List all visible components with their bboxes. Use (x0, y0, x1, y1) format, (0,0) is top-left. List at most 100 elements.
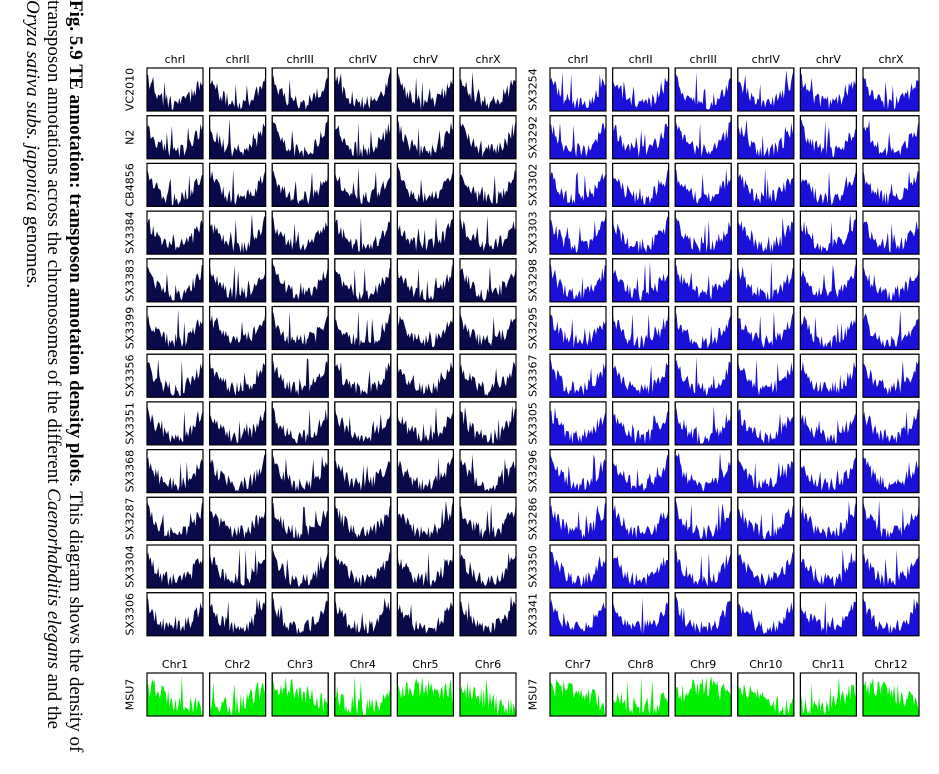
density-plot-sx3383-chriii (271, 258, 329, 303)
density-area (612, 597, 669, 636)
density-plot-sx3254-chriv (737, 67, 795, 112)
density-area (550, 71, 606, 111)
density-area (209, 213, 266, 255)
column-label-chr1: Chr1 (162, 658, 188, 671)
density-area (550, 314, 606, 350)
density-plot-sx3254-chrv (799, 67, 857, 112)
density-plot-sx3351-chriii (271, 401, 329, 446)
density-plot-sx3368-chrx (459, 449, 517, 494)
density-plot-sx3384-chrv (396, 210, 454, 255)
density-area (550, 407, 606, 445)
density-area (800, 361, 857, 398)
density-area (147, 357, 203, 398)
density-area (334, 404, 391, 445)
density-area (272, 216, 329, 255)
density-area (800, 312, 857, 350)
row-label-sx3304: SX3304 (124, 545, 137, 588)
density-area (460, 405, 516, 445)
density-plot-sx3296-chrv (799, 449, 857, 494)
density-plot-sx3302-chrx (862, 162, 920, 207)
density-plot-sx3367-chrv (799, 353, 857, 398)
density-plot-sx3298-chrx (862, 258, 920, 303)
column-label-chr2: Chr2 (225, 658, 251, 671)
density-plot-n2-chri (146, 115, 204, 160)
density-plot-sx3302-chriii (674, 162, 732, 207)
density-area (147, 675, 203, 716)
column-label-chr12: Chr12 (874, 658, 907, 671)
density-plot-sx3356-chrx (459, 353, 517, 398)
density-plot-sx3384-chriii (271, 210, 329, 255)
density-plot-sx3341-chriv (737, 592, 795, 637)
density-area (675, 72, 732, 111)
density-area (209, 454, 266, 493)
density-area (334, 676, 391, 716)
density-plot-sx3286-chriii (674, 496, 732, 541)
density-area (550, 213, 606, 255)
density-plot-sx3287-chriv (334, 496, 392, 541)
density-area (397, 406, 454, 445)
density-plot-msu7-chr9 (674, 672, 732, 717)
density-plot-sx3304-chrv (396, 544, 454, 589)
density-area (460, 500, 516, 541)
density-area (209, 548, 266, 588)
density-plot-n2-chriii (271, 115, 329, 160)
column-label-chr6: Chr6 (475, 658, 501, 671)
density-area (737, 168, 794, 207)
density-area (209, 262, 266, 302)
density-area (675, 356, 732, 398)
row-label-sx3254: SX3254 (527, 68, 540, 111)
density-area (675, 262, 732, 302)
row-label-sx3292: SX3292 (527, 116, 540, 159)
density-area (737, 215, 794, 255)
density-area (550, 357, 606, 398)
density-area (272, 170, 329, 207)
row-label-sx3350: SX3350 (527, 545, 540, 588)
density-area (397, 165, 454, 207)
density-plot-sx3351-chri (146, 401, 204, 446)
density-area (675, 596, 732, 636)
density-plot-sx3302-chrii (612, 162, 670, 207)
density-plot-sx3306-chrx (459, 592, 517, 637)
density-area (675, 312, 732, 350)
density-plot-sx3399-chriv (334, 305, 392, 351)
density-plot-sx3296-chriii (674, 449, 732, 494)
density-plot-sx3304-chriii (271, 544, 329, 589)
density-plot-cb4856-chriii (271, 162, 329, 207)
density-area (209, 73, 266, 111)
column-label-chr3: Chr3 (287, 658, 313, 671)
density-area (334, 594, 391, 636)
density-plot-sx3367-chri (549, 353, 607, 398)
density-area (460, 552, 516, 588)
density-plot-sx3356-chriii (271, 353, 329, 398)
density-area (272, 455, 329, 493)
density-plot-sx3298-chri (549, 258, 607, 303)
density-plot-msu7-chr7 (549, 672, 607, 717)
density-area (863, 220, 919, 255)
density-plot-sx3296-chriv (737, 449, 795, 494)
column-label-chr11: Chr11 (812, 658, 845, 671)
density-plot-sx3367-chrx (862, 353, 920, 398)
density-plot-sx3295-chrx (862, 305, 920, 351)
density-plot-vc2010-chrii (209, 67, 267, 112)
density-plot-sx3368-chrii (209, 449, 267, 494)
row-label-sx3295: SX3295 (527, 307, 540, 350)
density-plot-sx3298-chrii (612, 258, 670, 303)
density-area (397, 73, 454, 111)
density-plot-sx3383-chrx (459, 258, 517, 303)
row-label-sx3368: SX3368 (124, 450, 137, 493)
density-area (397, 120, 454, 159)
density-area (863, 455, 919, 493)
density-area (550, 550, 606, 588)
density-area (460, 169, 516, 207)
density-plot-sx3287-chri (146, 496, 204, 541)
density-area (612, 215, 669, 255)
density-area (397, 600, 454, 636)
density-plot-sx3286-chrii (612, 496, 670, 541)
density-plot-sx3356-chriv (334, 353, 392, 398)
density-area (800, 600, 857, 636)
column-label-chr4: Chr4 (350, 658, 376, 671)
density-area (612, 408, 669, 445)
density-area (209, 410, 266, 445)
density-plot-msu7-chr5 (396, 672, 454, 717)
